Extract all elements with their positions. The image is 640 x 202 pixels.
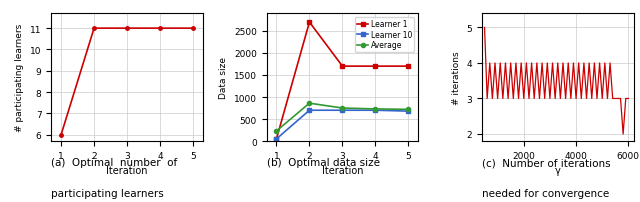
Text: (a)  Optimal  number  of: (a) Optimal number of bbox=[51, 158, 177, 167]
Average bbox=[372, 108, 380, 110]
Learner 1 bbox=[273, 138, 280, 140]
Learner 10 bbox=[339, 109, 346, 112]
X-axis label: γ: γ bbox=[555, 166, 561, 176]
Text: (b)  Optimal data size: (b) Optimal data size bbox=[267, 158, 380, 167]
Average bbox=[339, 107, 346, 110]
Learner 1 bbox=[339, 66, 346, 68]
Line: Learner 1: Learner 1 bbox=[275, 21, 410, 141]
Line: Average: Average bbox=[275, 102, 410, 133]
Learner 1 bbox=[305, 22, 313, 24]
Line: Learner 10: Learner 10 bbox=[275, 109, 410, 141]
Learner 10 bbox=[404, 110, 412, 113]
Learner 1 bbox=[372, 66, 380, 68]
Text: participating learners: participating learners bbox=[51, 188, 164, 198]
Average bbox=[404, 109, 412, 111]
Average bbox=[305, 102, 313, 105]
X-axis label: Iteration: Iteration bbox=[322, 166, 363, 176]
Learner 10 bbox=[372, 109, 380, 112]
Average bbox=[273, 130, 280, 133]
Legend: Learner 1, Learner 10, Average: Learner 1, Learner 10, Average bbox=[355, 18, 415, 52]
Learner 10 bbox=[305, 109, 313, 112]
Learner 10 bbox=[273, 138, 280, 140]
Text: (c)  Number of iterations: (c) Number of iterations bbox=[482, 158, 611, 167]
Text: needed for convergence: needed for convergence bbox=[482, 188, 609, 198]
Y-axis label: # participating learners: # participating learners bbox=[15, 24, 24, 132]
X-axis label: Iteration: Iteration bbox=[106, 166, 148, 176]
Y-axis label: Data size: Data size bbox=[220, 57, 228, 99]
Y-axis label: # iterations: # iterations bbox=[452, 51, 461, 104]
Learner 1 bbox=[404, 66, 412, 68]
